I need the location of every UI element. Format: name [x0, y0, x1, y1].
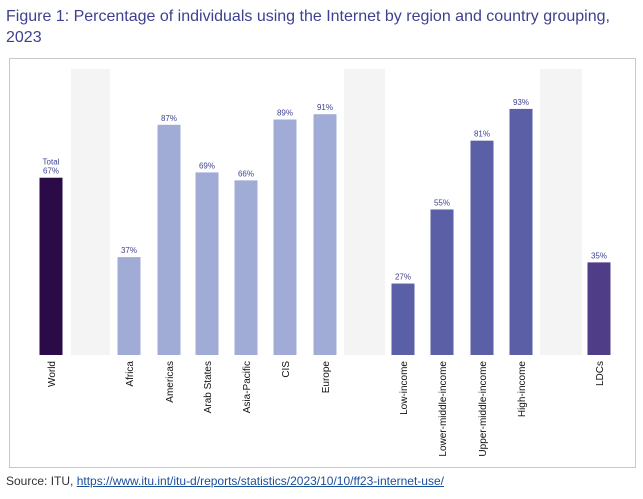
- category-label-upper-middle-income: Upper-middle-income: [478, 361, 489, 457]
- value-labels: Total 67% 37% 87% 69% 66% 89% 91% 27% 55% 81% 93% 35…: [43, 98, 607, 282]
- value-label-europe: 91%: [317, 103, 333, 112]
- source-prefix: Source: ITU,: [6, 474, 77, 488]
- category-label-cis: CIS: [281, 361, 292, 378]
- category-label-ldcs: LDCs: [595, 361, 606, 386]
- value-label-africa: 37%: [121, 246, 137, 255]
- category-label-africa: Africa: [125, 361, 136, 387]
- category-label-europe: Europe: [321, 361, 332, 394]
- bar-world: [39, 177, 63, 355]
- bar-cis: [273, 119, 297, 355]
- category-label-asia-pacific: Asia-Pacific: [242, 361, 253, 413]
- bar-arab-states: [195, 172, 219, 355]
- source-note: Source: ITU, https://www.itu.int/itu-d/r…: [6, 474, 444, 488]
- bar-africa: [117, 257, 141, 355]
- background-band-3: [540, 69, 582, 355]
- value-label-cis: 89%: [277, 109, 293, 118]
- bar-asia-pacific: [234, 180, 258, 355]
- bar-ldcs: [587, 262, 611, 355]
- background-band-1: [71, 69, 110, 355]
- value-label-arab-states: 69%: [199, 161, 215, 170]
- category-label-lower-middle-income: Lower-middle-income: [438, 361, 449, 457]
- bar-europe: [313, 114, 337, 355]
- value-label-lower-middle-income: 55%: [434, 198, 450, 207]
- value-label-americas: 87%: [161, 114, 177, 123]
- bar-upper-middle-income: [470, 140, 494, 355]
- value-label-high-income: 93%: [513, 98, 529, 107]
- value-label-low-income: 27%: [395, 273, 411, 282]
- category-label-americas: Americas: [165, 361, 176, 403]
- category-label-high-income: High-income: [517, 361, 528, 418]
- chart-area: Total 67% 37% 87% 69% 66% 89% 91% 27% 55% 81% 93% 35…: [9, 58, 636, 468]
- category-label-low-income: Low-income: [399, 361, 410, 415]
- value-label-world: Total 67%: [43, 158, 60, 176]
- chart-title: Figure 1: Percentage of individuals usin…: [6, 8, 610, 46]
- source-link[interactable]: https://www.itu.int/itu-d/reports/statis…: [76, 474, 444, 488]
- category-label-arab-states: Arab States: [203, 361, 214, 413]
- background-band-2: [344, 69, 385, 355]
- value-label-upper-middle-income: 81%: [474, 130, 490, 139]
- bar-low-income: [391, 283, 415, 355]
- bar-americas: [157, 124, 181, 355]
- bars: [39, 108, 611, 355]
- category-label-world: World: [47, 361, 58, 387]
- bar-lower-middle-income: [430, 209, 454, 355]
- category-labels: World Africa Americas Arab States Asia-Pacif…: [47, 361, 606, 457]
- bar-chart: Total 67% 37% 87% 69% 66% 89% 91% 27% 55% 81% 93% 35…: [39, 69, 611, 457]
- value-label-asia-pacific: 66%: [238, 169, 254, 178]
- bar-high-income: [509, 108, 533, 355]
- background-bands: [71, 69, 582, 355]
- value-label-ldcs: 35%: [591, 251, 607, 260]
